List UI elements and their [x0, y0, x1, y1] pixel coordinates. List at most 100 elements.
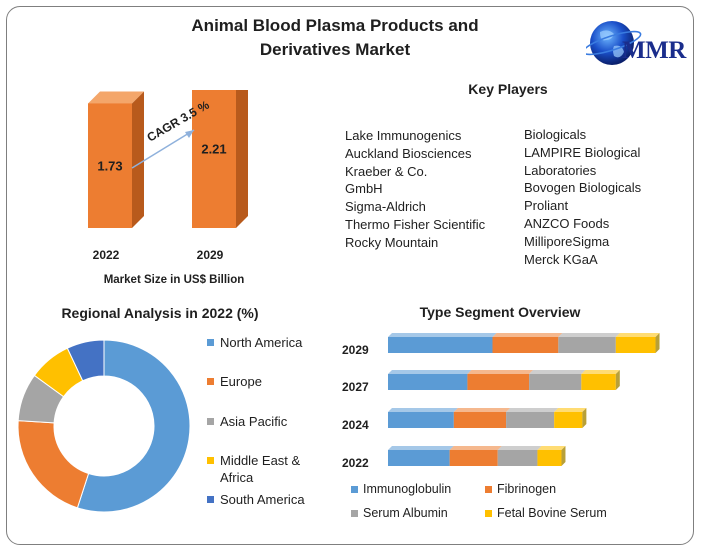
bar-0: [88, 103, 132, 228]
type-legend-swatch-0: [351, 486, 358, 493]
key-player-left-2: Kraeber & Co.: [345, 163, 428, 179]
region-legend-label-1: Europe: [220, 373, 262, 390]
region-legend-label-3: Middle East & Africa: [220, 452, 300, 486]
type-legend-swatch-3: [485, 510, 492, 517]
seg-2-1: [453, 412, 507, 428]
seg-1-1: [467, 374, 530, 390]
seg-3-1: [449, 450, 498, 466]
seg-2-3: [554, 412, 583, 428]
page-title: Animal Blood Plasma Products and Derivat…: [150, 14, 520, 62]
region-legend-swatch-3: [207, 457, 214, 464]
region-legend-label-2: Asia Pacific: [220, 413, 287, 430]
seg-2-0: [388, 412, 454, 428]
market-size-chart: 1.73 2022 2.21 2029 Market Size in US$ Billi…: [88, 90, 248, 286]
bar-value-label-0: 1.73: [97, 159, 122, 174]
key-player-left-0: Lake Immunogenics: [345, 128, 462, 143]
donut-slice-0: [76, 339, 191, 513]
seg-1-3: [581, 374, 616, 390]
type-legend-label-1: Fibrinogen: [497, 482, 557, 496]
regional-analysis-title: Regional Analysis in 2022 (%): [61, 305, 259, 321]
type-segment-title: Type Segment Overview: [419, 304, 581, 320]
seg-top-2-3: [554, 408, 587, 412]
key-player-right-3: Bovogen Biologicals: [524, 180, 642, 196]
year-label-0: 2029: [342, 343, 369, 357]
seg-0-3: [615, 337, 656, 353]
bar-top-0: [88, 91, 144, 104]
regional-donut-chart: [17, 339, 191, 513]
cagr-arrow-line: [131, 129, 195, 169]
seg-1-0: [388, 374, 468, 390]
seg-0-1: [492, 337, 559, 353]
region-legend-label-4: South America: [220, 491, 305, 508]
region-legend-swatch-4: [207, 496, 214, 503]
year-label-3: 2022: [342, 456, 369, 470]
bar-end-cap-3: [561, 446, 566, 466]
bar-1: [192, 90, 236, 228]
seg-top-0-1: [492, 333, 563, 337]
key-player-left-4: Sigma-Aldrich: [345, 199, 426, 215]
seg-top-0-3: [615, 333, 660, 337]
key-player-right-7: Merck KGaA: [524, 251, 598, 267]
type-legend-swatch-1: [485, 486, 492, 493]
type-legend-label-0: Immunoglobulin: [363, 482, 452, 496]
seg-top-1-3: [581, 370, 620, 374]
x-axis-label: Market Size in US$ Billion: [104, 274, 245, 286]
key-players-left-column: Lake Immunogenics Auckland Biosciences Kra…: [345, 127, 485, 252]
seg-top-1-1: [467, 370, 534, 374]
type-legend-label-2: Serum Albumin: [363, 506, 448, 520]
year-label-2: 2024: [342, 418, 369, 432]
region-legend-swatch-2: [207, 418, 214, 425]
seg-top-2-2: [506, 408, 559, 412]
bar-end-cap-1: [615, 370, 620, 390]
key-players-right-column: Biologicals LAMPIRE Biological Laboratorie…: [524, 126, 641, 268]
seg-0-2: [558, 337, 616, 353]
seg-top-1-0: [388, 370, 472, 374]
seg-top-2-0: [388, 408, 458, 412]
seg-3-3: [537, 450, 562, 466]
category-label-0: 2022: [93, 248, 120, 262]
bar-end-cap-2: [582, 408, 587, 428]
key-player-right-0: Biologicals: [524, 127, 587, 142]
category-label-1: 2029: [197, 248, 224, 262]
region-legend-line-3-1: Africa: [220, 470, 254, 485]
year-label-1: 2027: [342, 380, 369, 394]
cagr-arrowhead: [185, 130, 194, 138]
region-legend-line-3-0: Middle East &: [220, 453, 301, 468]
type-legend-swatch-2: [351, 510, 358, 517]
globe-logo-icon: [586, 21, 642, 65]
region-legend-label-0: North America: [220, 334, 302, 351]
seg-top-0-0: [388, 333, 497, 337]
bar-end-cap-0: [655, 333, 660, 353]
region-legend-line-2-0: Asia Pacific: [220, 414, 288, 429]
region-legend-line-4-0: South America: [220, 492, 305, 507]
seg-top-3-3: [537, 446, 566, 450]
seg-0-0: [388, 337, 493, 353]
type-legend-label-3: Fetal Bovine Serum: [497, 506, 607, 520]
seg-1-2: [529, 374, 582, 390]
region-legend-line-1-0: Europe: [220, 374, 262, 389]
type-segment-chart: 2029 2027 2024 2022: [342, 333, 660, 470]
seg-3-2: [497, 450, 538, 466]
key-player-left-6: Rocky Mountain: [345, 234, 439, 250]
key-players-title: Key Players: [468, 81, 548, 97]
seg-3-0: [388, 450, 450, 466]
key-player-left-5: Thermo Fisher Scientific: [345, 216, 486, 232]
seg-top-3-2: [497, 446, 542, 450]
region-legend-swatch-1: [207, 378, 214, 385]
donut-slice-4: [66, 339, 105, 382]
title-line-1: Animal Blood Plasma Products and: [191, 16, 479, 35]
key-player-right-2: Laboratories: [524, 162, 597, 178]
region-legend-swatch-0: [207, 339, 214, 346]
key-player-right-5: ANZCO Foods: [524, 215, 610, 231]
key-player-left-3: GmbH: [345, 181, 383, 197]
key-player-right-6: MilliporeSigma: [524, 233, 610, 249]
key-player-left-1: Auckland Biosciences: [345, 145, 472, 161]
title-line-2: Derivatives Market: [259, 40, 411, 59]
bar-value-label-1: 2.21: [201, 141, 226, 156]
region-legend-line-0-0: North America: [220, 335, 303, 350]
seg-top-0-2: [558, 333, 620, 337]
donut-slice-1: [17, 420, 90, 509]
logo-text: MMR: [622, 37, 686, 64]
seg-top-2-1: [453, 408, 511, 412]
seg-top-3-1: [449, 446, 502, 450]
